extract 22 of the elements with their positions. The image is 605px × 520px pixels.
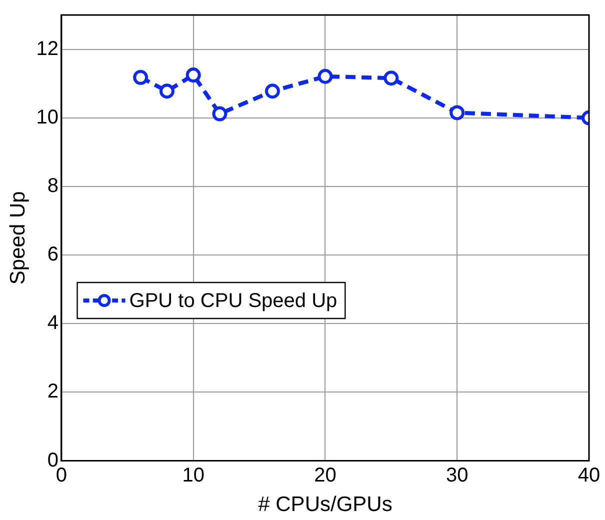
point [212, 106, 228, 122]
x-tick-label: 20 [314, 464, 336, 486]
point [264, 84, 280, 99]
point [159, 84, 174, 99]
point [133, 70, 148, 85]
y-tick-label: 10 [36, 106, 58, 128]
y-tick-label: 0 [47, 449, 58, 472]
y-axis-title: Speed Up [6, 191, 30, 285]
x-tick-label: 40 [578, 464, 600, 486]
point [186, 68, 201, 83]
legend-label: GPU to CPU Speed Up [129, 290, 338, 312]
y-tick-label: 8 [47, 174, 58, 197]
point [450, 105, 465, 120]
point [318, 68, 333, 84]
point [384, 70, 399, 86]
x-axis-title: # CPUs/GPUs [258, 493, 392, 516]
y-tick-label: 12 [36, 38, 58, 60]
x-tick-label: 10 [182, 464, 204, 486]
y-tick-label: 6 [47, 244, 58, 266]
y-tick-label: 4 [47, 312, 58, 334]
y-tick-label: 2 [47, 380, 58, 403]
x-tick-label: 30 [446, 464, 468, 486]
